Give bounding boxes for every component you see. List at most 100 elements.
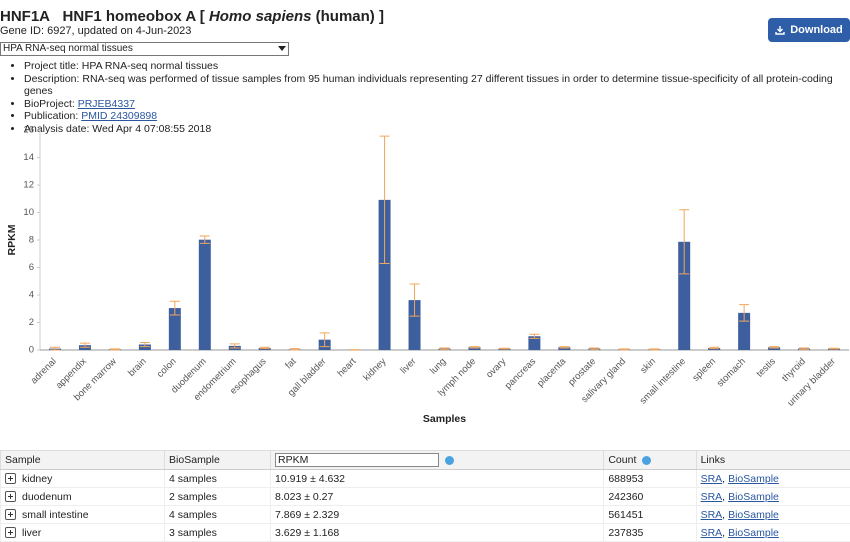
species-suffix: (human) ] (315, 8, 384, 25)
bar (378, 199, 391, 350)
help-icon[interactable] (642, 455, 652, 465)
cell-text: 7.869 ± 2.329 (275, 508, 340, 521)
error-bar (199, 235, 210, 244)
table-cell: 2 samples (164, 487, 271, 506)
error-bar (769, 346, 780, 349)
detail-text: HPA RNA-seq normal tissues (81, 60, 219, 72)
expand-icon[interactable] (5, 491, 16, 503)
expand-icon[interactable] (5, 509, 16, 521)
x-tick-label: placenta (535, 356, 569, 390)
table-cell: 8.023 ± 0.27 (270, 487, 604, 506)
error-bar (319, 332, 330, 348)
detail-label: Project title: (24, 60, 79, 72)
y-tick-label: 14 (23, 152, 34, 163)
download-button[interactable]: Download (768, 18, 850, 42)
detail-label: Publication: (24, 110, 79, 122)
row-link[interactable]: SRA (701, 509, 729, 521)
x-tick-label: fat (283, 356, 299, 372)
cell-text: 3.629 ± 1.168 (275, 526, 340, 539)
row-link[interactable]: BioSample (728, 508, 779, 521)
error-bar (799, 347, 810, 350)
x-tick-label: stomach (715, 356, 748, 389)
expand-icon[interactable] (5, 527, 16, 539)
table-cell: 3.629 ± 1.168 (270, 523, 604, 542)
x-tick-label: skin (638, 356, 658, 376)
row-link[interactable]: BioSample (728, 472, 779, 485)
column-select[interactable]: RPKM (275, 453, 440, 467)
bar (678, 241, 691, 350)
detail-item: Project title: HPA RNA-seq normal tissue… (24, 60, 850, 73)
error-bar (649, 348, 660, 351)
table-cell: SRABioSample (695, 505, 850, 524)
detail-link[interactable]: PRJEB4337 (77, 97, 135, 110)
table-cell: duodenum (0, 487, 165, 506)
project-select-label: HPA RNA-seq normal tissues (3, 43, 133, 54)
column-header: Links (695, 450, 850, 470)
y-tick-label: 2 (29, 317, 34, 328)
row-link[interactable]: BioSample (728, 526, 779, 539)
table-cell: kidney (0, 469, 165, 488)
y-tick-label: 6 (29, 262, 34, 273)
table-cell: 561451 (603, 505, 697, 524)
y-tick-label: 10 (23, 207, 34, 218)
bar (468, 347, 481, 350)
download-icon (775, 26, 785, 35)
gene-title: HNF1A HNF1 homeobox A [ Homo sapiens (hu… (0, 8, 384, 25)
table-cell: 242360 (603, 487, 697, 506)
error-bar (469, 346, 480, 349)
column-header: Sample (0, 450, 165, 470)
row-link[interactable]: BioSample (728, 490, 779, 503)
y-tick-label: 16 (23, 125, 34, 136)
download-label: Download (790, 24, 843, 36)
x-tick-label: pancreas (503, 356, 539, 392)
x-tick-label: kidney (361, 356, 388, 383)
expand-icon[interactable] (5, 473, 16, 485)
gene-name: HNF1 homeobox A [ (62, 8, 205, 25)
error-bar (679, 209, 690, 275)
column-header: BioSample (164, 450, 271, 470)
y-tick-label: 0 (29, 345, 34, 356)
x-axis-label: Samples (423, 413, 466, 425)
y-tick-label: 12 (23, 180, 34, 191)
detail-item: Description: RNA-seq was performed of ti… (24, 73, 850, 98)
row-link[interactable]: SRA (701, 491, 729, 503)
bar (408, 300, 421, 350)
results-table: Sample BioSample RPKM Count Links kidney 4 sam… (0, 450, 850, 542)
row-link[interactable]: SRA (701, 527, 729, 539)
project-select[interactable]: HPA RNA-seq normal tissues (0, 42, 289, 56)
x-tick-label: liver (398, 356, 418, 376)
table-cell: SRABioSample (695, 523, 850, 542)
table-cell: 3 samples (164, 523, 271, 542)
cell-text: 688953 (608, 472, 644, 485)
detail-link[interactable]: PMID 24309898 (81, 110, 158, 122)
detail-text: Wed Apr 4 07:08:55 2018 (92, 122, 212, 135)
table-cell: 688953 (603, 469, 697, 488)
error-bar (529, 333, 540, 339)
y-tick-label: 4 (29, 290, 34, 301)
error-bar (139, 341, 150, 348)
error-bar (559, 346, 570, 349)
cell-text: kidney (22, 472, 53, 485)
bar (558, 347, 571, 350)
table-header: Sample BioSample RPKM Count Links (0, 450, 850, 470)
bar (768, 347, 781, 350)
species: Homo sapiens (208, 8, 312, 25)
row-link[interactable]: SRA (701, 473, 729, 485)
error-bar (739, 304, 750, 322)
error-bar (49, 346, 60, 351)
cell-text: small intestine (22, 508, 89, 521)
table-cell: 4 samples (164, 469, 271, 488)
bar (138, 344, 151, 350)
table-cell: 4 samples (164, 505, 271, 524)
table-cell: SRABioSample (695, 487, 850, 506)
error-bar (439, 347, 450, 350)
cell-text: duodenum (22, 490, 72, 503)
gene-symbol: HNF1A (0, 8, 51, 25)
table-cell: 237835 (603, 523, 697, 542)
column-header: RPKM (270, 450, 604, 470)
x-tick-label: spleen (690, 356, 718, 384)
cell-text: 4 samples (169, 508, 217, 521)
help-icon[interactable] (445, 455, 455, 465)
bar (198, 239, 211, 350)
